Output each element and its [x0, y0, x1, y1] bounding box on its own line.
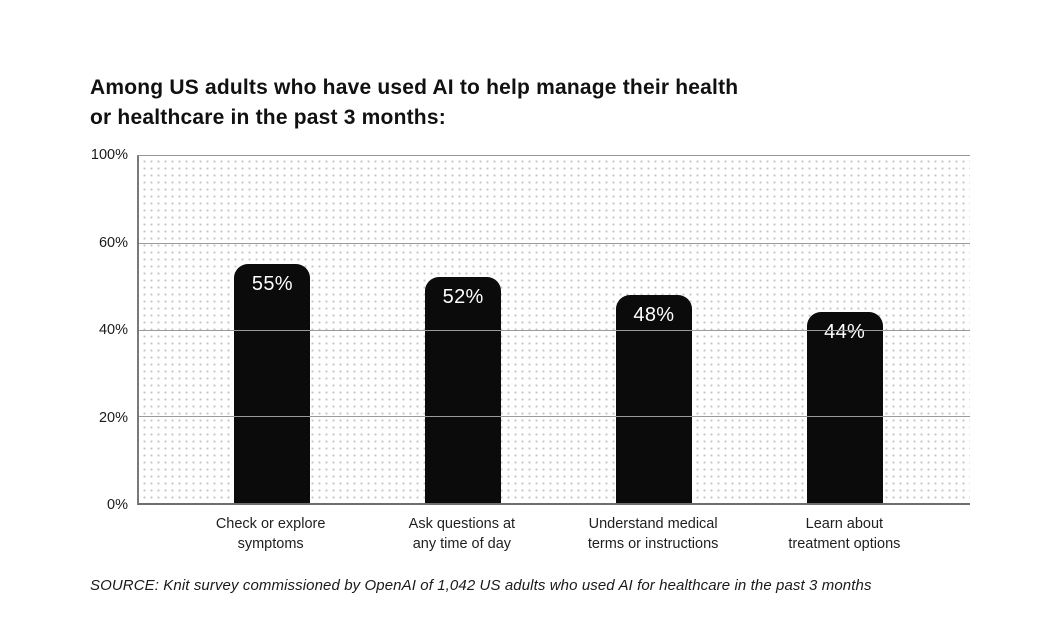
bar-column-1: 55%: [177, 156, 368, 503]
bar-learn-about-treatment-options: 44%: [806, 312, 883, 503]
y-axis: 100% 60% 40% 20% 0%: [90, 147, 137, 513]
bar-ask-questions-any-time: 52%: [425, 277, 502, 503]
y-axis-tick-40: 40%: [98, 322, 128, 338]
bars-row: 55% 52% 48% 44: [139, 156, 970, 503]
plot-area: 55% 52% 48% 44: [137, 155, 970, 505]
x-axis-category-check-or-explore-symptoms: Check or explore symptoms: [215, 516, 326, 552]
gridline-60: [139, 242, 970, 244]
bar-column-4: 44%: [749, 156, 940, 503]
bar-column-2: 52%: [368, 156, 559, 503]
x-axis-labels: Check or explore symptoms Ask questions …: [137, 514, 970, 554]
bar-value-label: 44%: [824, 321, 866, 344]
bar-check-or-explore-symptoms: 55%: [234, 264, 311, 503]
bar-chart: 100% 60% 40% 20% 0% 55%: [90, 147, 970, 554]
plot-wrap: 55% 52% 48% 44: [137, 155, 970, 554]
y-axis-tick-60: 60%: [98, 234, 128, 251]
x-axis-category-learn-about-treatment: Learn about treatment options: [788, 516, 901, 552]
gridline-40: [139, 329, 970, 331]
gridline-20: [139, 416, 970, 418]
bar-value-label: 55%: [251, 273, 293, 296]
x-axis-category-understand-medical-terms: Understand medical terms or instructions: [587, 516, 719, 552]
y-axis-tick-20: 20%: [98, 409, 128, 426]
bar-value-label: 52%: [442, 286, 484, 309]
source-note: SOURCE: Knit survey commissioned by Open…: [90, 577, 872, 594]
y-axis-tick-100: 100%: [90, 147, 128, 163]
chart-title: Among US adults who have used AI to help…: [90, 73, 970, 133]
bar-understand-medical-terms: 48%: [615, 294, 692, 503]
y-axis-tick-0: 0%: [107, 497, 128, 513]
x-axis-category-ask-questions: Ask questions at any time of day: [408, 516, 516, 552]
chart-title-line-1: Among US adults who have used AI to help…: [90, 76, 739, 99]
bar-value-label: 48%: [633, 303, 675, 326]
chart-title-line-2: or healthcare in the past 3 months:: [90, 106, 446, 129]
